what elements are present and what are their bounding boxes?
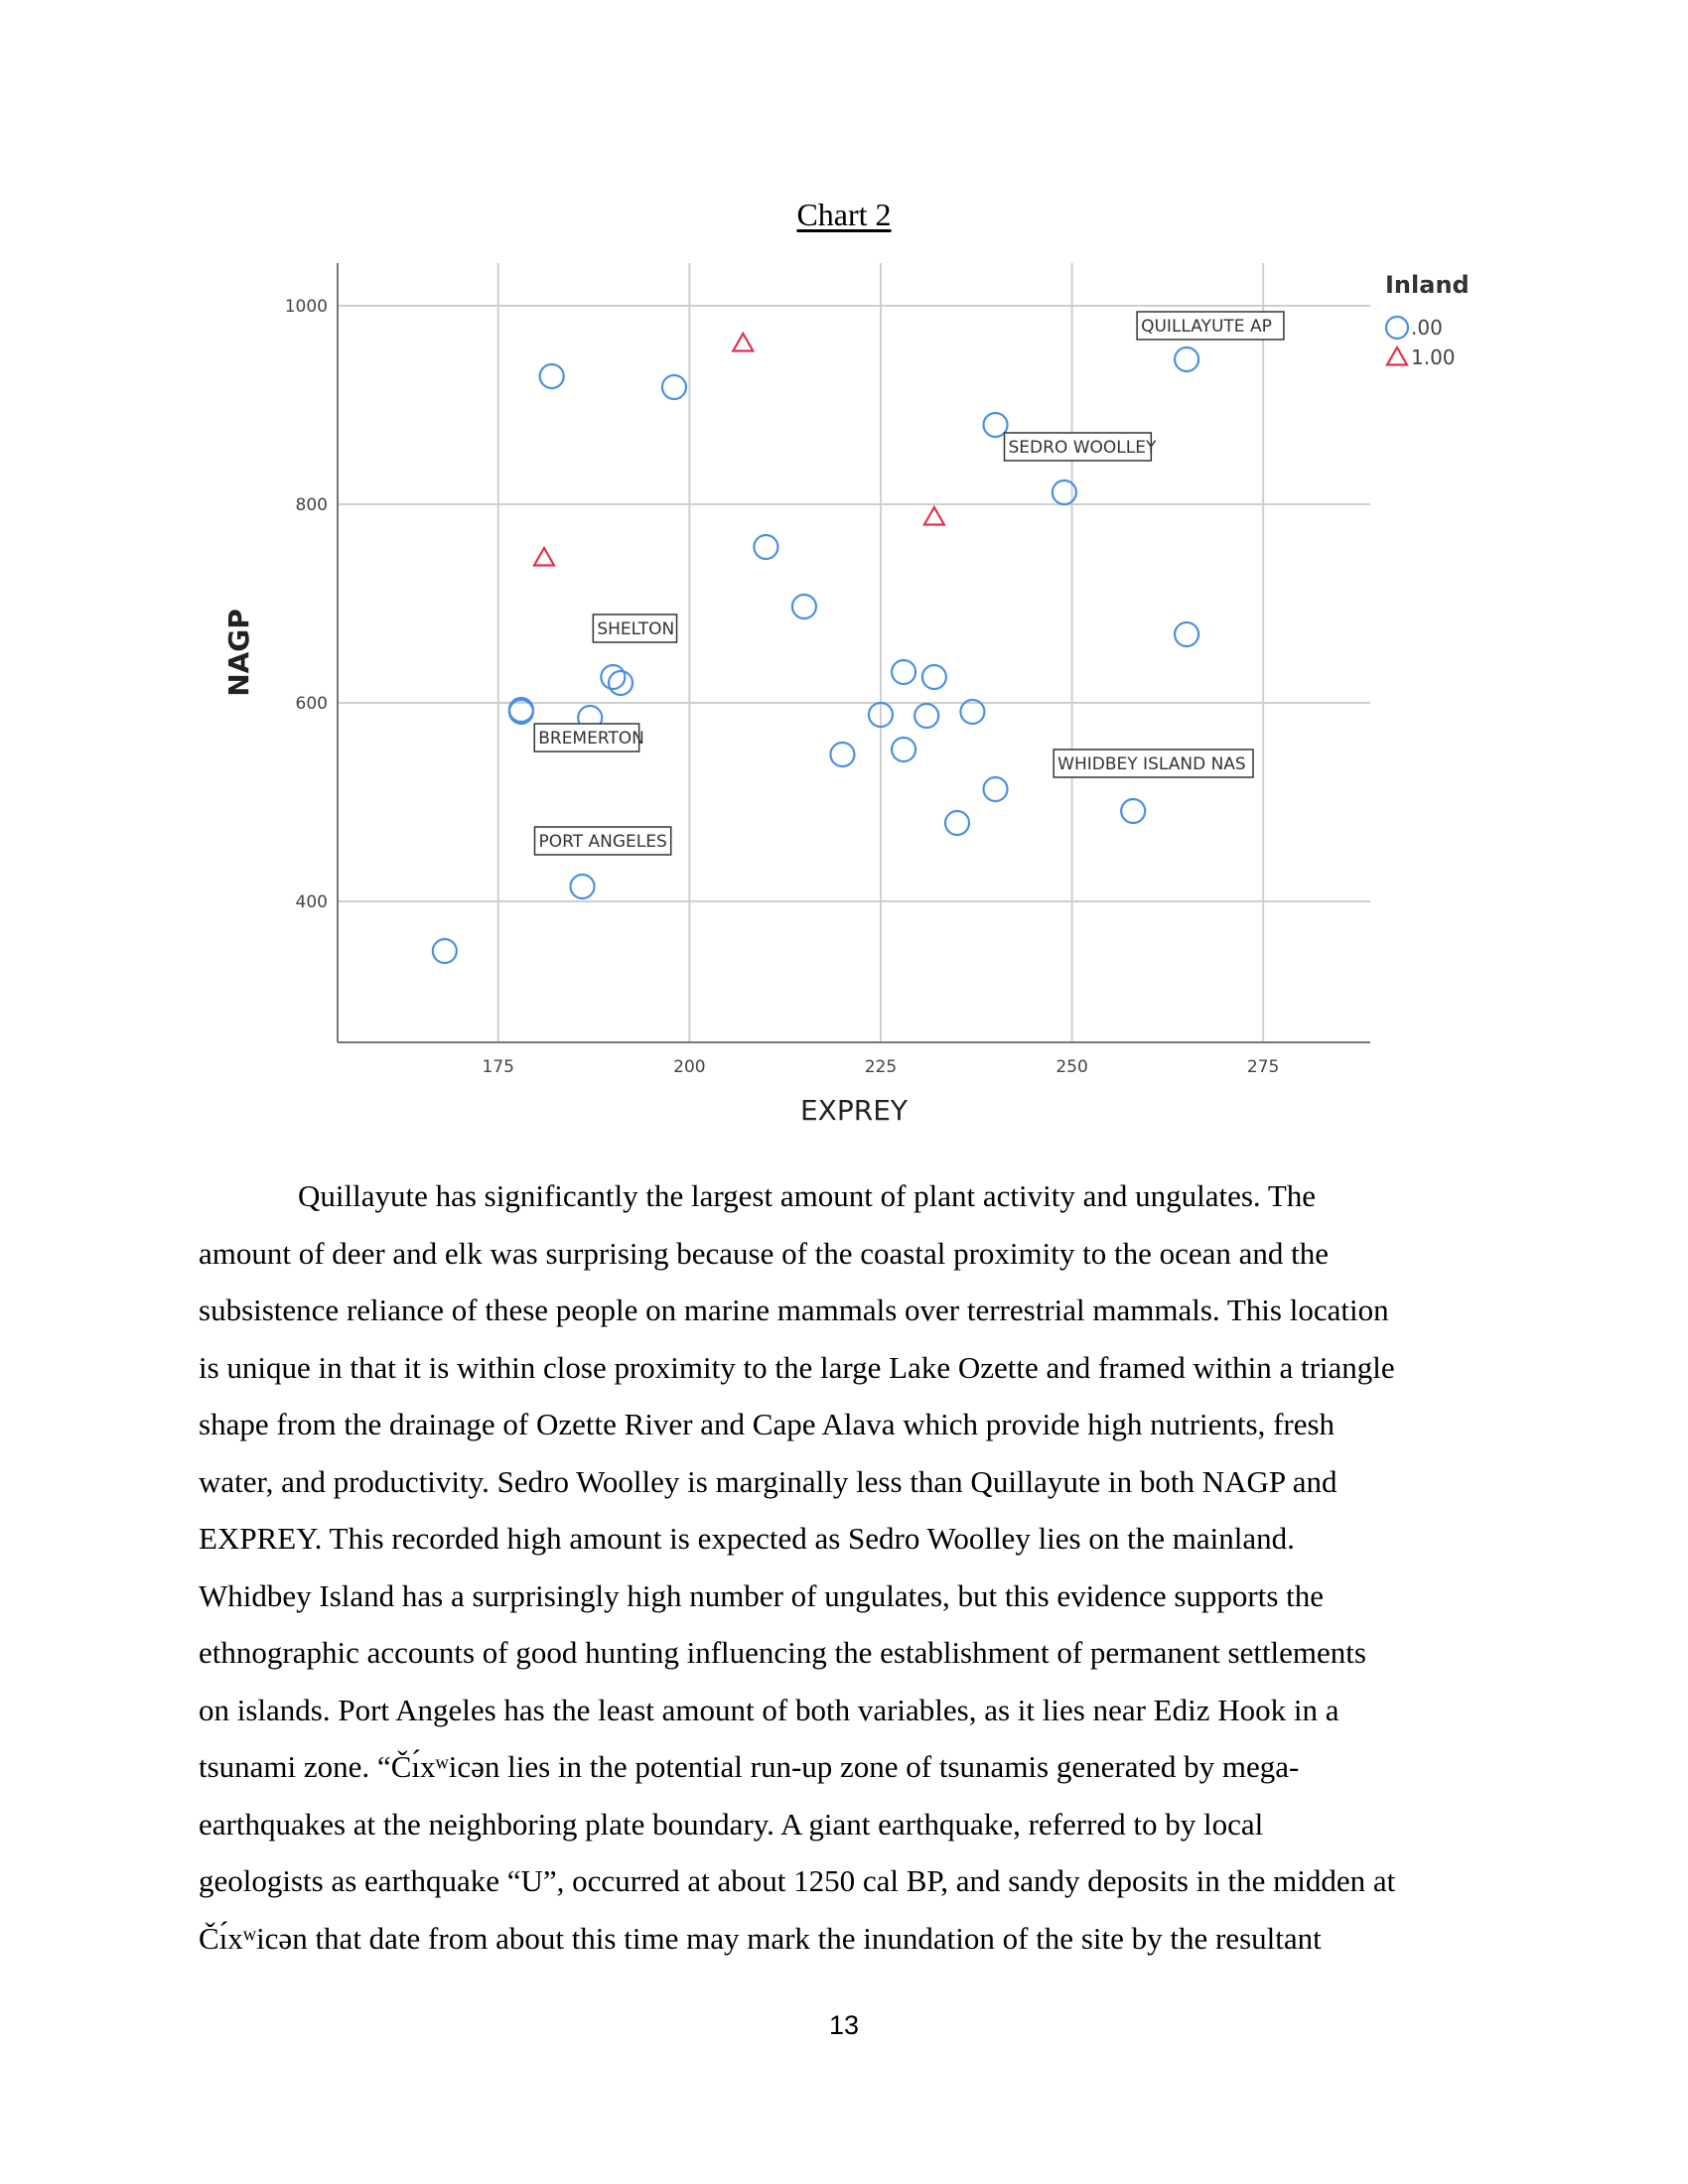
body-line: is unique in that it is within close pro… (199, 1349, 1395, 1385)
point-label-box (1003, 432, 1153, 462)
point-label-box (1136, 311, 1285, 341)
body-line: geologists as earthquake “U”, occurred a… (199, 1863, 1396, 1898)
x-axis-title: EXPREY (800, 1094, 909, 1127)
chart-title: Chart 2 (796, 197, 892, 232)
y-tick-label: 600 (296, 694, 328, 714)
y-tick-label: 1000 (285, 297, 328, 317)
point-label-box (533, 723, 640, 752)
legend-title: Inland (1385, 271, 1470, 299)
y-tick-label: 800 (296, 495, 328, 515)
data-point-inland-00 (959, 698, 986, 726)
data-point-inland-00 (943, 809, 971, 837)
data-point-inland-00 (1120, 797, 1147, 825)
data-point-inland-00 (920, 663, 947, 691)
body-line: tsunami zone. “Čı́xʷicən lies in the pot… (199, 1749, 1300, 1784)
body-line: earthquakes at the neighboring plate bou… (199, 1806, 1264, 1842)
page-number: 13 (828, 2010, 860, 2040)
data-point-inland-00 (1174, 345, 1200, 373)
data-point-inland-00 (507, 696, 534, 724)
body-line: amount of deer and elk was surprising be… (199, 1235, 1330, 1271)
body-line: EXPREY. This recorded high amount is exp… (199, 1521, 1295, 1556)
body-paragraph: Quillayute has significantly the largest… (199, 1167, 1499, 1967)
data-point-inland-00 (1174, 620, 1200, 648)
x-tick-label: 275 (1247, 1057, 1279, 1077)
body-line: Quillayute has significantly the largest… (298, 1178, 1317, 1213)
scatter-chart: 175 200 225 250 275 400 600 800 1000 EXPREY NAGP QU… (222, 263, 1470, 1127)
legend-marker-triangle (1385, 344, 1409, 366)
body-line: shape from the drainage of Ozette River … (199, 1407, 1336, 1441)
point-label: SEDRO WOOLLEY (1009, 438, 1157, 458)
data-point-inland-00 (982, 411, 1009, 439)
data-point-inland-00 (569, 873, 596, 900)
data-point-inland-100 (731, 331, 756, 352)
data-point-inland-100 (921, 504, 946, 526)
data-point-inland-00 (867, 701, 895, 729)
body-line: ethnographic accounts of good hunting in… (199, 1635, 1366, 1670)
data-point-inland-00 (607, 669, 634, 697)
point-label: PORT ANGELES (539, 832, 667, 852)
data-point-inland-00 (507, 698, 534, 726)
point-label-box (1053, 749, 1254, 778)
point-label-box (592, 614, 678, 643)
point-label: QUILLAYUTE AP (1141, 317, 1272, 337)
body-line: on islands. Port Angeles has the least a… (199, 1692, 1339, 1727)
x-tick-label: 175 (483, 1057, 514, 1077)
x-tick-label: 225 (865, 1057, 897, 1077)
point-label: SHELTON (597, 619, 674, 639)
body-line: Čı́xʷicən that date from about this time… (199, 1920, 1322, 1956)
data-point-inland-00 (600, 663, 627, 691)
data-point-inland-00 (431, 937, 458, 965)
data-point-inland-00 (753, 533, 779, 561)
data-point-inland-00 (890, 736, 917, 763)
data-point-inland-100 (532, 545, 556, 567)
y-tick-label: 400 (296, 892, 328, 912)
data-point-inland-00 (1051, 478, 1077, 506)
body-line: water, and productivity. Sedro Woolley i… (199, 1463, 1337, 1499)
point-label: BREMERTON (538, 729, 644, 749)
y-axis-title: NAGP (222, 609, 255, 697)
body-line: Whidbey Island has a surprisingly high n… (199, 1577, 1325, 1613)
x-tick-label: 200 (673, 1057, 705, 1077)
data-point-inland-00 (660, 373, 688, 401)
data-point-inland-00 (829, 741, 856, 768)
legend-entry: 1.00 (1411, 345, 1456, 369)
data-point-inland-00 (790, 593, 818, 620)
legend-marker-circle (1384, 315, 1410, 341)
point-label-box (533, 826, 672, 856)
body-line: subsistence reliance of these people on … (199, 1293, 1389, 1327)
legend-entry: .00 (1411, 316, 1443, 340)
data-point-inland-00 (538, 362, 565, 390)
data-point-inland-00 (890, 658, 917, 686)
point-label: WHIDBEY ISLAND NAS (1057, 754, 1246, 774)
x-tick-label: 250 (1055, 1057, 1087, 1077)
data-point-inland-00 (982, 775, 1009, 803)
data-point-inland-00 (914, 702, 940, 730)
